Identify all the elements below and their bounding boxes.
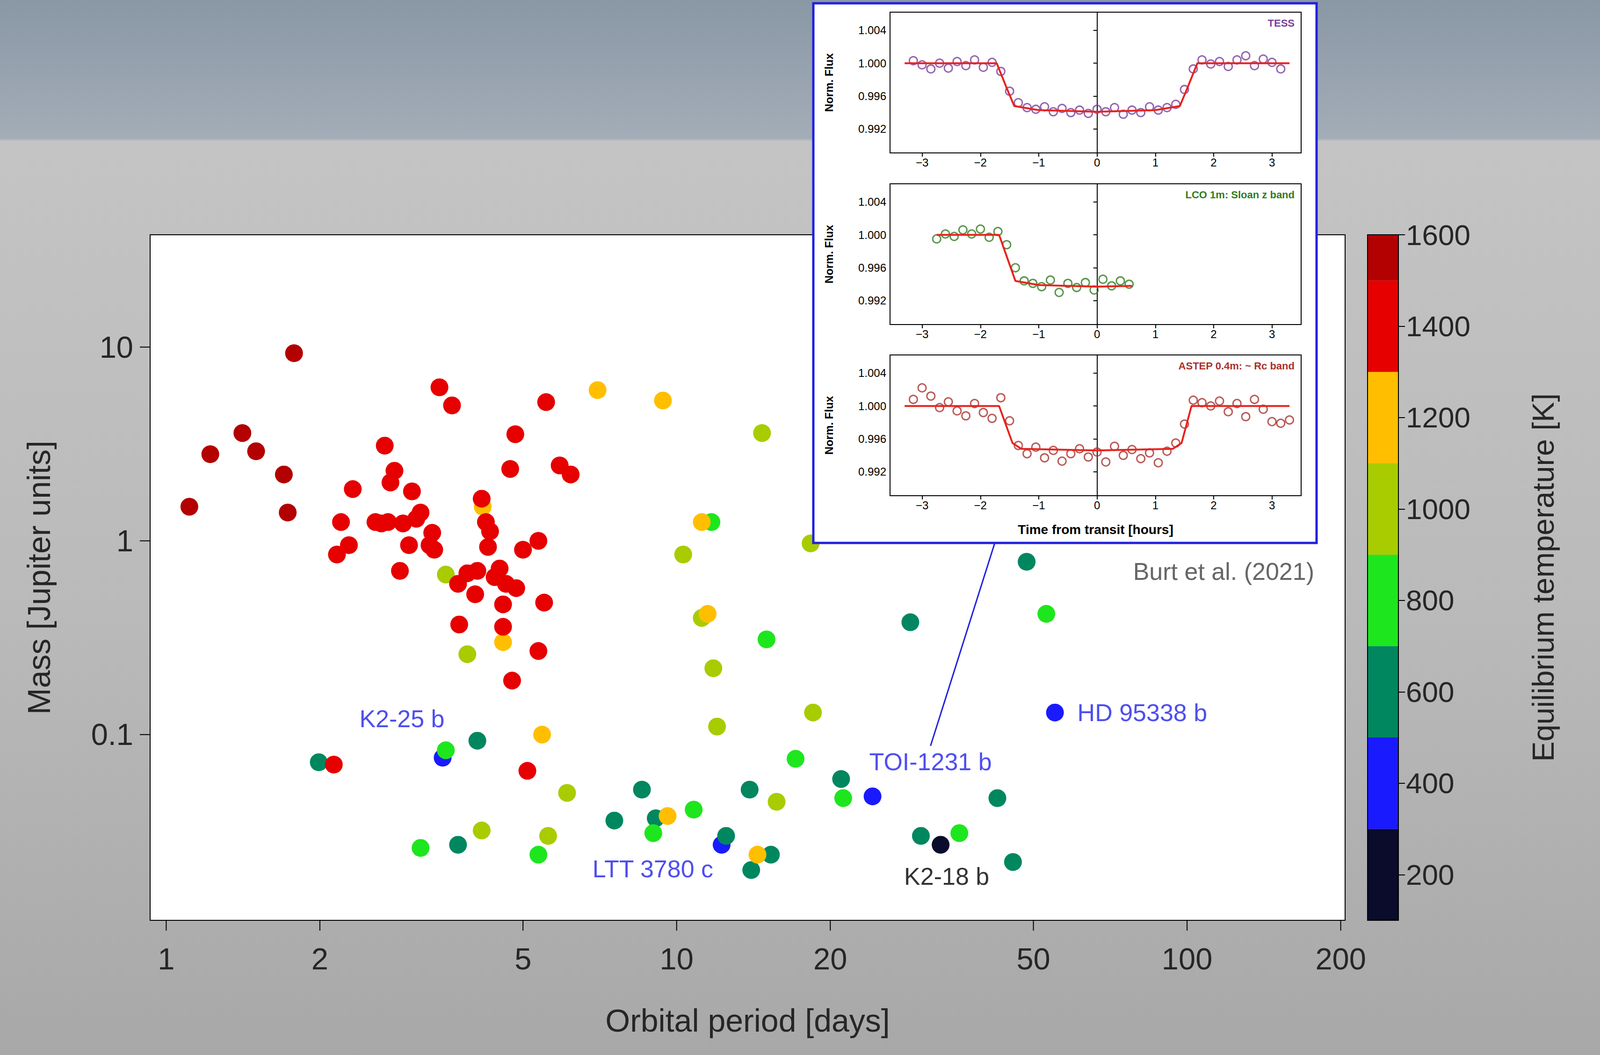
svg-text:3: 3: [1268, 327, 1275, 341]
svg-text:1.004: 1.004: [858, 195, 887, 209]
svg-text:K2-25 b: K2-25 b: [359, 705, 445, 733]
svg-text:600: 600: [1405, 675, 1455, 709]
svg-text:0.996: 0.996: [858, 261, 887, 275]
svg-text:HD 95338 b: HD 95338 b: [1077, 699, 1208, 727]
svg-text:10: 10: [659, 941, 694, 977]
svg-text:1.000: 1.000: [858, 228, 887, 242]
svg-text:Time from transit [hours]: Time from transit [hours]: [1017, 522, 1173, 537]
svg-text:400: 400: [1405, 767, 1455, 800]
svg-text:3: 3: [1268, 499, 1275, 512]
svg-text:−1: −1: [1032, 156, 1045, 169]
svg-text:ASTEP 0.4m: ~ Rc band: ASTEP 0.4m: ~ Rc band: [1178, 360, 1295, 372]
svg-text:1.000: 1.000: [858, 399, 887, 413]
svg-text:5: 5: [514, 941, 532, 977]
svg-text:0: 0: [1093, 327, 1101, 341]
svg-text:0.1: 0.1: [91, 717, 134, 752]
svg-text:2: 2: [1210, 156, 1217, 169]
svg-text:LTT 3780 c: LTT 3780 c: [592, 855, 714, 883]
svg-text:0.992: 0.992: [858, 294, 887, 307]
svg-text:Orbital period [days]: Orbital period [days]: [605, 1002, 891, 1039]
svg-text:1: 1: [157, 941, 175, 977]
svg-text:−3: −3: [915, 156, 929, 169]
svg-text:1: 1: [1152, 499, 1159, 512]
svg-text:1600: 1600: [1405, 218, 1471, 252]
svg-text:Mass [Jupiter units]: Mass [Jupiter units]: [21, 440, 57, 715]
svg-text:2: 2: [1210, 327, 1217, 341]
svg-text:0: 0: [1093, 156, 1101, 169]
svg-text:Norm. Flux: Norm. Flux: [822, 52, 836, 112]
svg-text:TESS: TESS: [1267, 17, 1295, 29]
svg-text:1: 1: [1152, 327, 1159, 341]
svg-text:TOI-1231 b: TOI-1231 b: [869, 748, 992, 776]
svg-text:1200: 1200: [1405, 401, 1471, 434]
svg-text:1.004: 1.004: [858, 23, 887, 37]
svg-text:0.996: 0.996: [858, 89, 887, 103]
svg-text:Burt et al. (2021): Burt et al. (2021): [1133, 557, 1315, 586]
svg-text:−2: −2: [974, 327, 987, 341]
svg-text:1000: 1000: [1405, 492, 1471, 526]
svg-text:3: 3: [1268, 156, 1275, 169]
svg-text:1400: 1400: [1405, 310, 1471, 343]
svg-text:Norm. Flux: Norm. Flux: [822, 224, 836, 284]
svg-text:−3: −3: [915, 327, 929, 341]
svg-text:0.992: 0.992: [858, 122, 887, 136]
svg-text:10: 10: [99, 330, 134, 365]
svg-text:−2: −2: [974, 499, 987, 512]
svg-text:20: 20: [813, 941, 848, 977]
svg-text:K2-18 b: K2-18 b: [904, 862, 990, 891]
svg-text:−3: −3: [915, 499, 929, 512]
svg-text:0: 0: [1093, 499, 1101, 512]
svg-text:100: 100: [1161, 941, 1213, 977]
svg-text:800: 800: [1405, 584, 1455, 617]
svg-text:0.996: 0.996: [858, 432, 887, 446]
svg-text:−2: −2: [974, 156, 987, 169]
svg-text:0.992: 0.992: [858, 465, 887, 478]
svg-text:Norm. Flux: Norm. Flux: [822, 395, 836, 455]
svg-text:1.000: 1.000: [858, 57, 887, 70]
svg-text:1: 1: [116, 523, 134, 558]
svg-text:2: 2: [311, 941, 329, 977]
svg-text:200: 200: [1315, 941, 1366, 977]
svg-text:LCO 1m: Sloan z band: LCO 1m: Sloan z band: [1185, 188, 1295, 201]
svg-text:2: 2: [1210, 499, 1217, 512]
svg-text:50: 50: [1016, 941, 1050, 977]
svg-text:−1: −1: [1032, 327, 1045, 341]
svg-text:−1: −1: [1032, 499, 1045, 512]
svg-text:1.004: 1.004: [858, 366, 887, 380]
svg-text:1: 1: [1152, 156, 1159, 169]
svg-text:Equilibrium temperature [K]: Equilibrium temperature [K]: [1526, 393, 1561, 762]
svg-text:200: 200: [1405, 858, 1455, 891]
